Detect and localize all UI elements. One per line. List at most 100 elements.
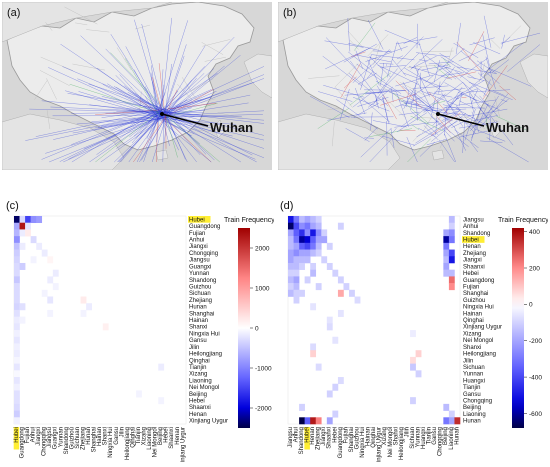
heatmap-cell — [327, 243, 333, 250]
heatmap-cell — [14, 417, 20, 424]
heatmap-cell — [288, 270, 294, 277]
heatmap-cell — [310, 270, 316, 277]
heatmap-cell — [449, 411, 455, 418]
heatmap-cell — [316, 236, 322, 243]
colorbar-tick-label: -400 — [529, 374, 542, 381]
row-label: Gansu — [463, 392, 481, 398]
heatmap-cell — [294, 297, 300, 304]
row-label: Anhui — [189, 238, 204, 244]
heatmap-cell — [14, 390, 20, 397]
colorbar — [512, 228, 524, 428]
heatmap-cell — [25, 216, 31, 223]
heatmap-cell — [288, 263, 294, 270]
row-label: Hebei — [189, 399, 205, 405]
heatmap-cell — [14, 263, 20, 270]
row-label: Xizang — [189, 372, 207, 378]
row-label: Guizhou — [189, 285, 211, 291]
heatmap-cell — [288, 250, 294, 257]
row-label: Jilin — [463, 358, 473, 364]
heatmap-cell — [31, 236, 37, 243]
heatmap-cell — [14, 337, 20, 344]
panel-label-b: (b) — [283, 7, 296, 19]
heatmap-cell — [305, 256, 311, 263]
heatmap-cell — [332, 384, 338, 391]
heatmap-cell — [86, 303, 92, 310]
heatmap-cell — [14, 397, 20, 404]
heatmap-cell — [294, 276, 300, 283]
heatmap-cell — [14, 377, 20, 384]
heatmap-cell — [288, 243, 294, 250]
heatmap-cell — [443, 236, 449, 243]
heatmap-cell — [299, 250, 305, 257]
heatmap-cell — [327, 417, 333, 424]
hainan-island — [432, 150, 444, 160]
heatmap-cell — [294, 263, 300, 270]
colorbar-tick-label: 0 — [255, 325, 259, 332]
row-label: Sichuan — [189, 291, 211, 297]
row-label: Fujian — [463, 285, 479, 291]
heatmap-cell — [53, 270, 59, 277]
row-label: Liaoning — [463, 412, 486, 418]
row-label: Xizang — [463, 331, 481, 337]
heatmap-c-svg: HubeiGuangdongFujianAnhuiJiangxiChongqin… — [2, 198, 274, 462]
row-label: Nei Mongol — [189, 385, 219, 391]
heatmap-cell — [14, 384, 20, 391]
heatmap-cell — [316, 283, 322, 290]
row-label: Jiangxi — [463, 258, 482, 264]
heatmap-cell — [310, 417, 316, 424]
heatmap-cell — [14, 290, 20, 297]
heatmap-d-svg: JiangsuAnhuiShandongHubeiHenanZhejiangJi… — [276, 198, 548, 462]
heatmap-cell — [20, 317, 26, 324]
heatmap-cell — [47, 276, 53, 283]
row-label: Henan — [463, 244, 481, 250]
heatmap-cell — [443, 263, 449, 270]
wuhan-label: Wuhan — [210, 120, 253, 135]
heatmap-cell — [288, 283, 294, 290]
heatmap-cell — [25, 229, 31, 236]
wuhan-marker — [436, 112, 440, 116]
row-label: Heilongjiang — [463, 352, 496, 358]
colorbar-tick-label: -200 — [529, 338, 542, 345]
colorbar-tick-label: 400 — [529, 229, 540, 236]
row-label: Hunan — [463, 419, 481, 425]
row-label: Qinghai — [189, 358, 210, 364]
heatmap-cell — [443, 250, 449, 257]
row-label: Shanxi — [463, 345, 481, 351]
heatmap-cell — [14, 276, 20, 283]
heatmap-cell — [294, 229, 300, 236]
heatmap-cell — [288, 223, 294, 230]
heatmap-cell — [288, 256, 294, 263]
heatmap-cell — [338, 377, 344, 384]
row-label: Hainan — [463, 311, 482, 317]
heatmap-cell — [299, 243, 305, 250]
colorbar — [238, 228, 250, 428]
heatmap-cell — [310, 250, 316, 257]
heatmap-cell — [316, 364, 322, 371]
heatmap-cell — [81, 310, 87, 317]
row-label: Huangxi — [463, 378, 485, 384]
heatmap-cell — [310, 216, 316, 223]
colorbar-tick-label: -600 — [529, 411, 542, 418]
heatmap-cell — [14, 283, 20, 290]
heatmap-cell — [14, 370, 20, 377]
row-label: Ningxia Hui — [463, 305, 494, 311]
wuhan-label: Wuhan — [486, 120, 529, 135]
heatmap-cell — [36, 243, 42, 250]
heatmap-cell — [343, 283, 349, 290]
colorbar-tick-label: 200 — [529, 265, 540, 272]
row-label: Hubei — [189, 217, 205, 223]
heatmap-cell — [136, 390, 142, 397]
heatmap-cell — [305, 276, 311, 283]
heatmap-cell — [410, 357, 416, 364]
heatmap-cell — [316, 243, 322, 250]
heatmap-cell — [305, 229, 311, 236]
heatmap-cell — [416, 370, 422, 377]
row-label: Jiangsu — [189, 258, 210, 264]
row-label: Sichuan — [463, 365, 485, 371]
heatmap-cell — [449, 236, 455, 243]
panel-label: (c) — [6, 200, 19, 212]
colorbar-title: Train Frequency — [498, 217, 548, 224]
heatmap-cell — [410, 397, 416, 404]
heatmap-cell — [316, 250, 322, 257]
heatmap-cell — [310, 223, 316, 230]
